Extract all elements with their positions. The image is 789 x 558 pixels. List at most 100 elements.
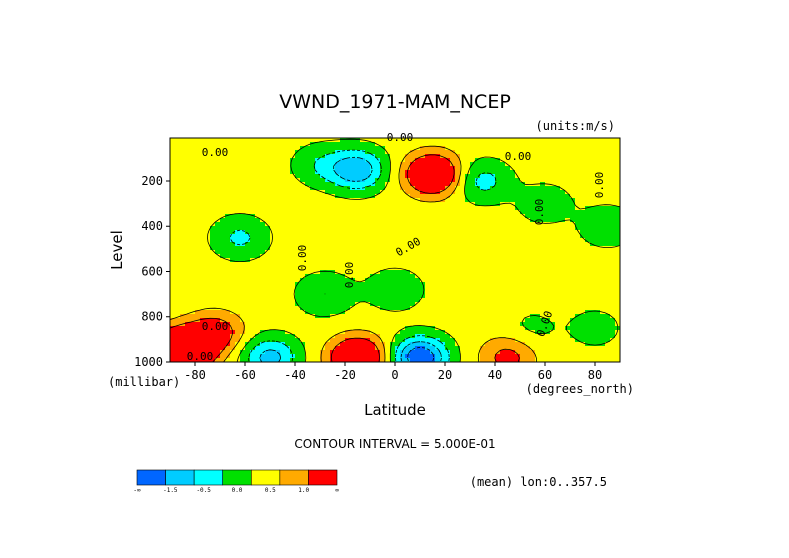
field-cell [525, 322, 531, 327]
field-cell [405, 182, 411, 187]
field-cell [310, 226, 316, 231]
field-cell [345, 194, 351, 199]
field-cell [320, 338, 326, 343]
field-cell [245, 314, 251, 319]
field-cell [225, 182, 231, 187]
field-cell [485, 338, 491, 343]
field-cell [330, 282, 336, 287]
field-cell [450, 354, 456, 359]
field-cell [615, 306, 620, 311]
field-cell [595, 214, 601, 219]
field-cell [255, 210, 261, 215]
field-cell [275, 202, 281, 207]
field-cell [475, 302, 481, 307]
field-cell [465, 286, 471, 291]
field-cell [470, 350, 476, 355]
field-cell [285, 290, 291, 295]
field-cell [355, 326, 361, 331]
field-cell [405, 222, 411, 227]
field-cell [190, 186, 196, 191]
field-cell [245, 342, 251, 347]
field-cell [510, 302, 516, 307]
field-cell [330, 150, 336, 155]
field-cell [495, 266, 501, 271]
field-cell [180, 238, 186, 243]
field-cell [430, 162, 436, 167]
field-cell [435, 294, 441, 299]
field-cell [555, 194, 561, 199]
field-cell [200, 358, 206, 362]
field-cell [290, 166, 296, 171]
field-cell [430, 230, 436, 235]
field-cell [220, 258, 226, 263]
field-cell [395, 326, 401, 331]
field-cell [490, 322, 496, 327]
field-cell [545, 254, 551, 259]
field-cell [230, 178, 236, 183]
field-cell [265, 294, 271, 299]
field-cell [180, 154, 186, 159]
field-cell [200, 322, 206, 327]
field-cell [435, 322, 441, 327]
field-cell [270, 346, 276, 351]
field-cell [605, 242, 611, 247]
field-cell [250, 154, 256, 159]
field-cell [420, 146, 426, 151]
field-cell [500, 322, 506, 327]
field-cell [425, 186, 431, 191]
field-cell [230, 138, 236, 143]
field-cell [380, 338, 386, 343]
field-cell [335, 270, 341, 275]
field-cell [225, 254, 231, 259]
field-cell [420, 234, 426, 239]
field-cell [515, 182, 521, 187]
field-cell [610, 354, 616, 359]
field-cell [405, 282, 411, 287]
field-cell [230, 170, 236, 175]
field-cell [615, 146, 620, 151]
field-cell [175, 194, 181, 199]
field-cell [235, 254, 241, 259]
field-cell [200, 206, 206, 211]
field-cell [365, 350, 371, 355]
field-cell [590, 254, 596, 259]
field-cell [505, 322, 511, 327]
field-cell [215, 146, 221, 151]
field-cell [565, 334, 571, 339]
field-cell [540, 274, 546, 279]
field-cell [400, 222, 406, 227]
field-cell [445, 278, 451, 283]
field-cell [210, 238, 216, 243]
field-cell [275, 274, 281, 279]
field-cell [605, 270, 611, 275]
field-cell [285, 262, 291, 267]
field-cell [455, 310, 461, 315]
field-cell [210, 246, 216, 251]
field-cell [185, 278, 191, 283]
field-cell [515, 290, 521, 295]
field-cell [190, 202, 196, 207]
field-cell [335, 218, 341, 223]
field-cell [605, 174, 611, 179]
field-cell [235, 286, 241, 291]
field-cell [255, 218, 261, 223]
field-cell [250, 262, 256, 267]
field-cell [175, 350, 181, 355]
field-cell [495, 298, 501, 303]
field-cell [490, 162, 496, 167]
field-cell [350, 142, 356, 147]
field-cell [285, 214, 291, 219]
field-cell [370, 170, 376, 175]
field-cell [180, 286, 186, 291]
field-cell [180, 230, 186, 235]
field-cell [540, 310, 546, 315]
field-cell [195, 346, 201, 351]
field-cell [520, 242, 526, 247]
field-cell [275, 358, 281, 362]
field-cell [575, 178, 581, 183]
field-cell [560, 154, 566, 159]
field-cell [565, 326, 571, 331]
field-cell [195, 214, 201, 219]
field-cell [180, 158, 186, 163]
field-cell [560, 326, 566, 331]
